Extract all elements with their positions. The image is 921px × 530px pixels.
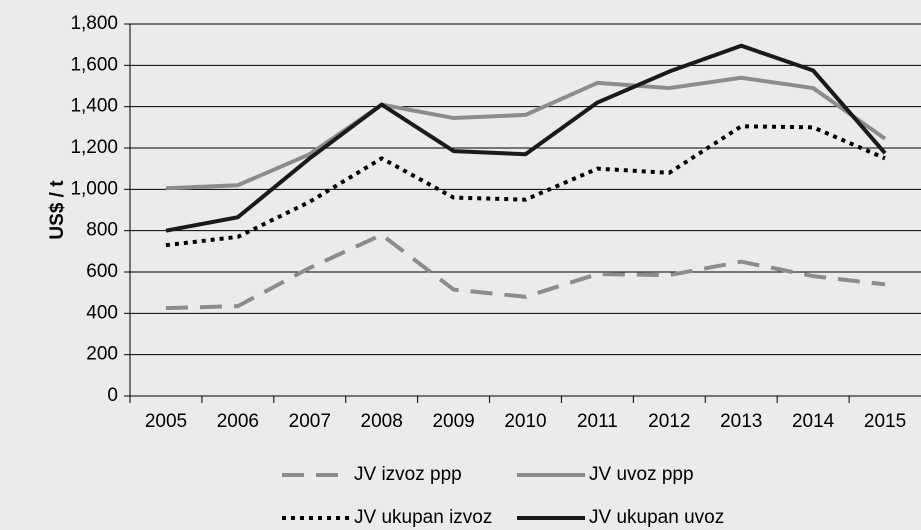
series-line [165, 43, 887, 233]
legend-label: JV ukupan izvoz [354, 507, 492, 528]
x-tick-label: 2015 [864, 411, 906, 432]
y-tick-label: 200 [86, 344, 118, 365]
x-tick-label: 2006 [217, 411, 259, 432]
y-tick-label: 1,200 [70, 137, 118, 158]
y-tick-label: 0 [107, 385, 118, 406]
x-tick-label: 2012 [648, 411, 690, 432]
legend-label: JV ukupan uvoz [589, 507, 724, 528]
x-tick-label: 2005 [145, 411, 187, 432]
x-tick-label: 2008 [361, 411, 403, 432]
x-tick-label: 2009 [432, 411, 474, 432]
y-axis-label: US$ / t [47, 180, 68, 240]
series-line [165, 124, 886, 248]
x-tick-label: 2014 [792, 411, 835, 432]
legend-label: JV izvoz ppp [354, 464, 462, 485]
series-line [165, 232, 886, 311]
x-tick-label: 2011 [577, 411, 618, 432]
y-tick-label: 1,400 [70, 96, 118, 117]
series-line [165, 75, 887, 191]
x-tick-label: 2010 [504, 411, 546, 432]
y-tick-label: 600 [86, 261, 118, 282]
y-tick-label: 400 [86, 302, 118, 323]
x-tick-label: 2013 [720, 411, 762, 432]
y-tick-label: 1,800 [70, 13, 118, 34]
x-tick-label: 2007 [289, 411, 331, 432]
y-tick-label: 800 [86, 220, 118, 241]
legend-label: JV uvoz ppp [589, 464, 694, 485]
y-tick-label: 1,000 [70, 178, 118, 199]
y-tick-label: 1,600 [70, 54, 118, 75]
